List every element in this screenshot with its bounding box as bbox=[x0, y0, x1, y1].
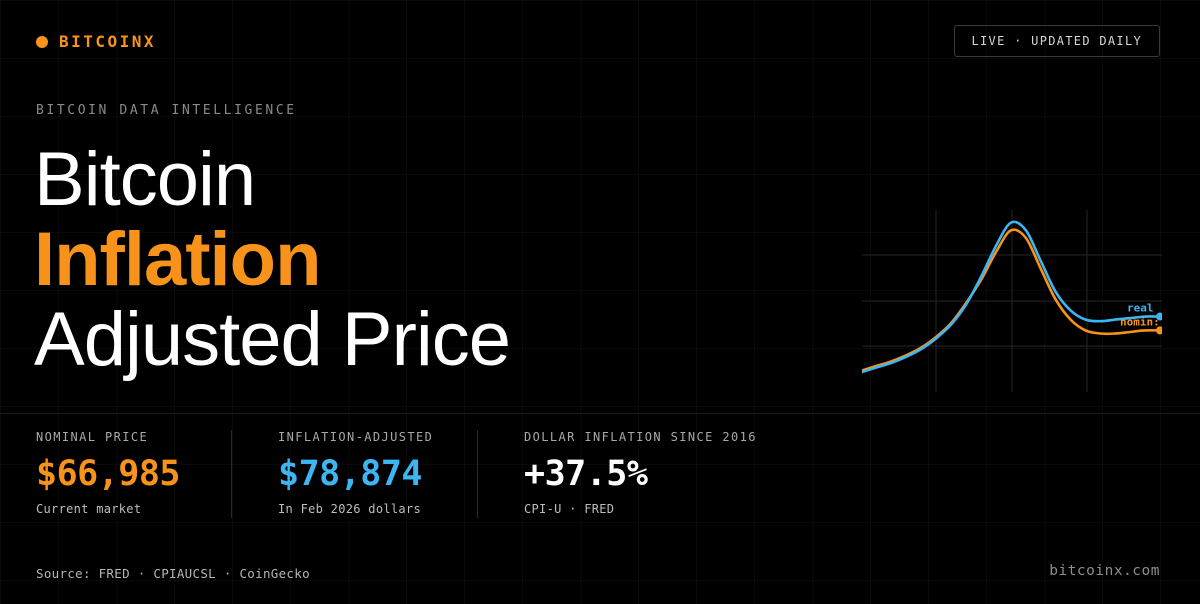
chart-series bbox=[862, 220, 1162, 374]
section-divider bbox=[0, 413, 1200, 414]
series-endpoint-real bbox=[1156, 312, 1162, 321]
stat-sub: CPI-U · FRED bbox=[524, 502, 615, 516]
stat-divider bbox=[231, 430, 232, 518]
footer-site-link[interactable]: bitcoinx.com bbox=[1049, 563, 1160, 579]
stat-label: INFLATION-ADJUSTED bbox=[278, 430, 434, 444]
stat-divider bbox=[477, 430, 478, 518]
stat-value: $78,874 bbox=[278, 454, 423, 494]
series-line-nominal bbox=[862, 228, 1162, 372]
live-status-badge: LIVE · UPDATED DAILY bbox=[953, 25, 1160, 57]
stat-label: NOMINAL PRICE bbox=[36, 430, 149, 444]
stat-value: +37.5% bbox=[524, 454, 648, 494]
stat-sub: Current market bbox=[36, 502, 142, 516]
price-line-chart: nomin:real bbox=[862, 210, 1162, 392]
eyebrow-label: BITCOIN DATA INTELLIGENCE bbox=[36, 103, 297, 118]
series-label-real: real bbox=[1127, 302, 1154, 315]
series-line-real bbox=[862, 220, 1162, 374]
page-title: Bitcoin Inflation Adjusted Price bbox=[34, 137, 511, 382]
brand-name: BITCOINX bbox=[59, 32, 157, 51]
brand-logo[interactable]: BITCOINX bbox=[36, 32, 156, 51]
stat-inflation-adjusted: INFLATION-ADJUSTED $78,874 In Feb 2026 d… bbox=[278, 430, 433, 516]
series-label-nominal: nomin: bbox=[1120, 315, 1160, 328]
stat-nominal-price: NOMINAL PRICE $66,985 Current market bbox=[36, 430, 181, 516]
stat-label: DOLLAR INFLATION SINCE 2016 bbox=[524, 430, 757, 444]
title-line-inflation: Inflation bbox=[34, 217, 322, 302]
series-endpoint-nominal bbox=[1156, 326, 1162, 335]
chart-grid bbox=[862, 210, 1162, 392]
title-line-adjusted-price: Adjusted Price bbox=[34, 297, 511, 382]
title-line-bitcoin: Bitcoin bbox=[34, 137, 256, 222]
brand-dot-icon bbox=[36, 35, 48, 48]
chart-legend: nomin:real bbox=[1120, 302, 1160, 329]
stat-value: $66,985 bbox=[36, 454, 181, 494]
stat-dollar-inflation: DOLLAR INFLATION SINCE 2016 +37.5% CPI-U… bbox=[524, 430, 757, 516]
footer-source: Source: FRED · CPIAUCSL · CoinGecko bbox=[36, 566, 310, 581]
stat-sub: In Feb 2026 dollars bbox=[278, 502, 421, 516]
